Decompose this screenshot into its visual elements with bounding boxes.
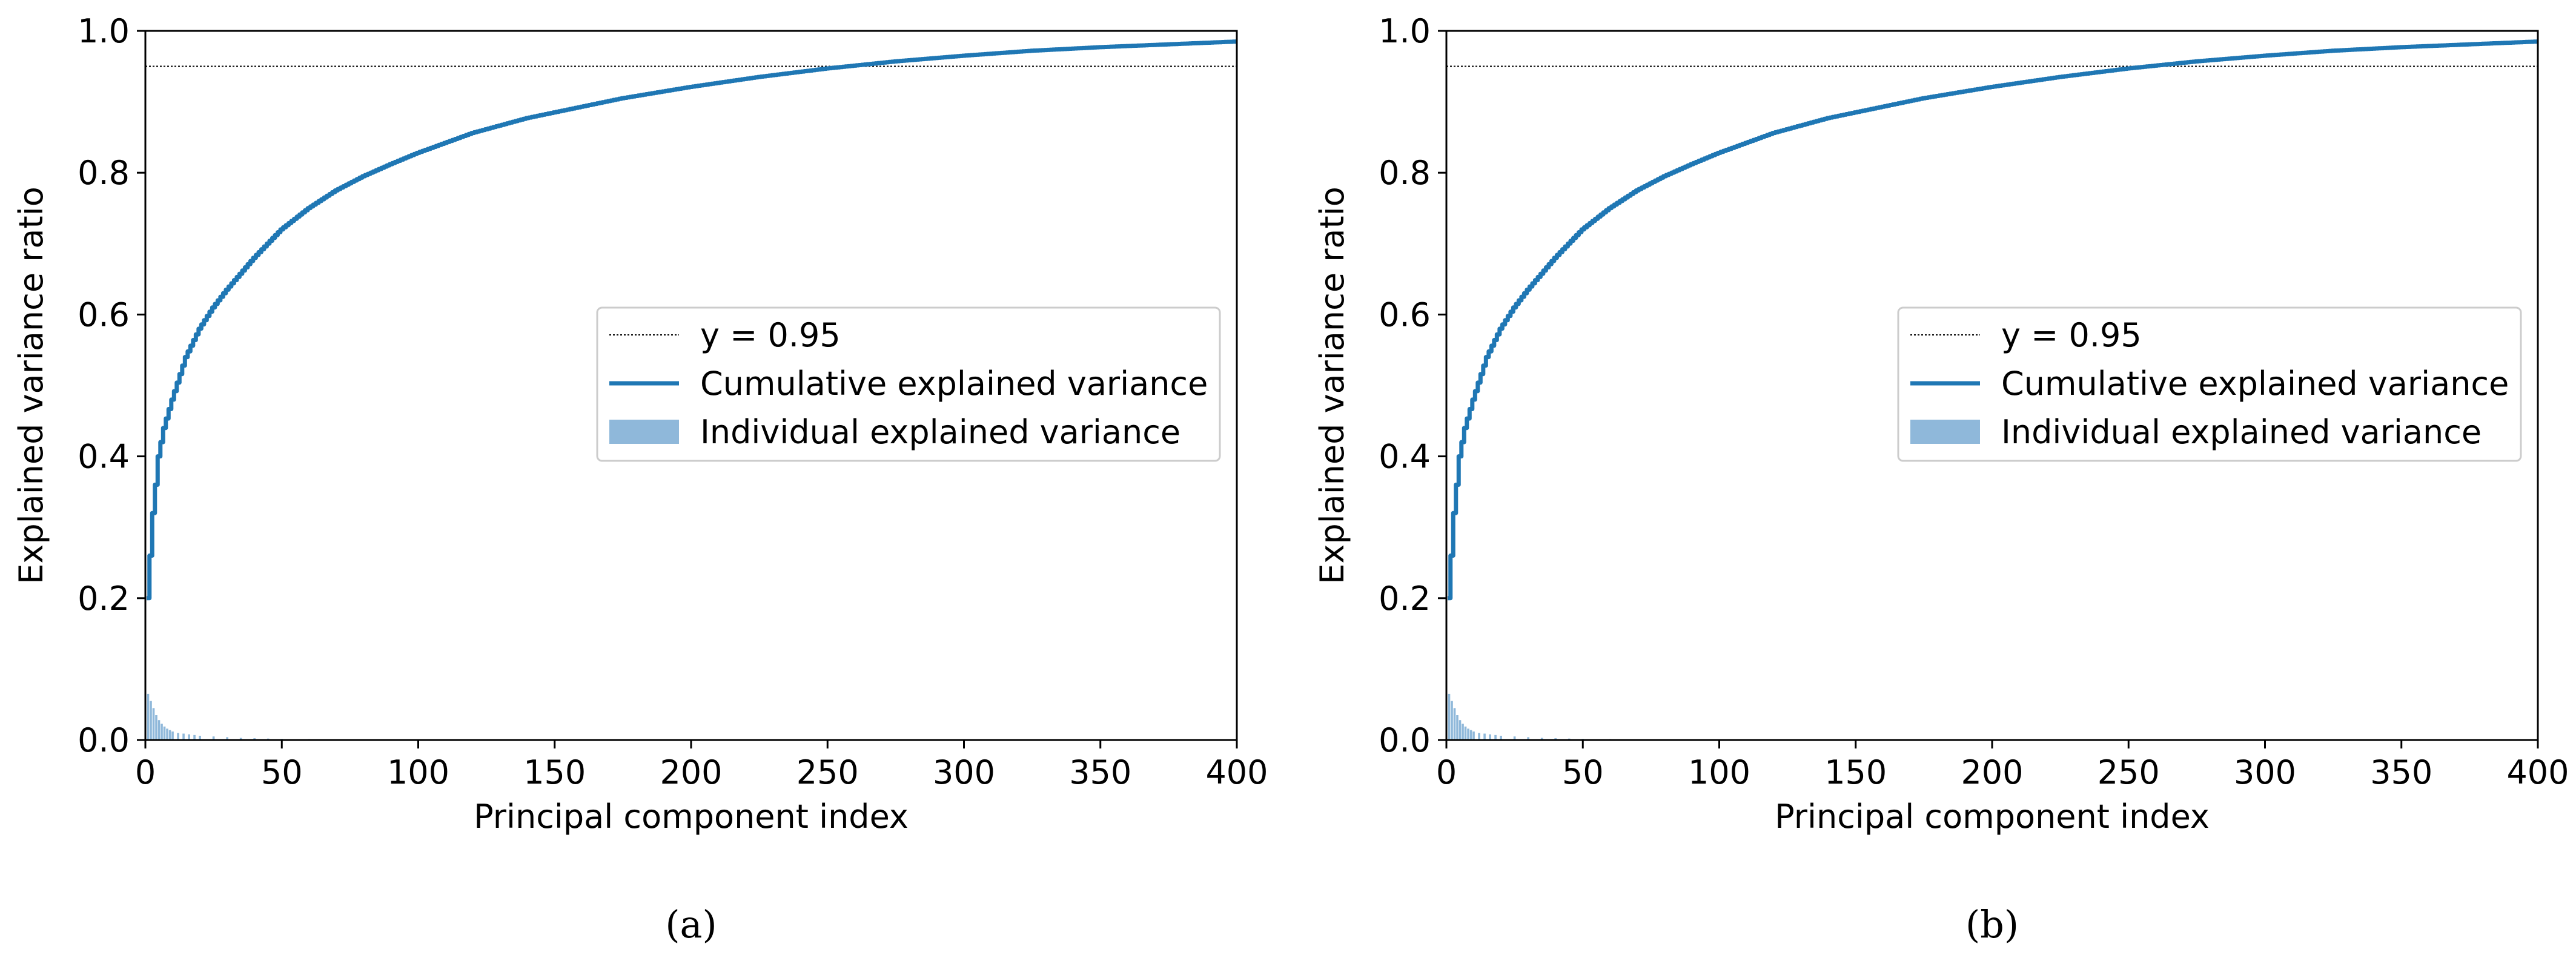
x-tick-label: 50 [261,753,303,791]
x-axis-ticks: 0 50 100 150 200 250 300 350 400 [135,740,1268,791]
x-tick-label: 0 [1436,753,1457,791]
variance-bar [182,733,185,740]
variance-bar [1478,733,1480,740]
x-tick-label: 0 [135,753,156,791]
legend-label-individual: Individual explained variance [700,413,1180,451]
y-tick-label: 1.0 [1379,12,1431,50]
x-tick-label: 350 [1069,753,1131,791]
variance-bar [166,728,168,740]
variance-bar [150,701,152,740]
variance-bar [199,735,201,740]
x-tick-label: 400 [2506,753,2569,791]
x-tick-label: 100 [1688,753,1750,791]
individual-variance-bars [1448,693,2539,740]
legend-label-cumulative: Cumulative explained variance [2001,365,2509,403]
x-axis-ticks: 0 50 100 150 200 250 300 350 400 [1436,740,2569,791]
y-tick-label: 0.8 [1379,154,1431,192]
legend-label-cumulative: Cumulative explained variance [700,365,1208,403]
y-tick-label: 0.4 [78,438,130,476]
variance-bar [188,734,190,740]
variance-bar [1494,735,1497,740]
x-tick-label: 400 [1205,753,1268,791]
variance-bar [171,731,174,740]
panel-caption: (a) [665,902,717,946]
variance-bar [1467,728,1469,740]
panel-b: 0 50 100 150 200 250 300 350 400 0.0 0.2 0.4 0.6 0.8… [1313,12,2569,946]
y-tick-label: 0.0 [1379,721,1431,759]
variance-bar [1453,708,1456,740]
legend: y = 0.95 Cumulative explained variance I… [596,306,1221,462]
y-tick-label: 1.0 [78,12,130,50]
y-tick-label: 0.2 [78,580,130,618]
variance-bar [147,693,150,740]
x-tick-label: 350 [2370,753,2432,791]
variance-bar [161,724,163,740]
variance-bar [1472,731,1475,740]
legend-label-threshold: y = 0.95 [2001,316,2142,354]
variance-bar [1451,701,1453,740]
x-tick-label: 150 [523,753,586,791]
y-axis-label: Explained variance ratio [1313,187,1351,584]
x-tick-label: 150 [1824,753,1887,791]
cumulative-variance-line [147,39,1238,601]
x-tick-label: 300 [933,753,995,791]
cumulative-variance-line [1448,39,2539,601]
variance-bar [1540,738,1543,740]
variance-bar [155,715,157,740]
legend-individual-handle [1910,420,1980,444]
legend-individual-handle [609,420,679,444]
variance-bar [177,733,179,740]
variance-bar [1469,730,1472,740]
variance-bar [1464,726,1467,740]
y-axis-ticks: 0.0 0.2 0.4 0.6 0.8 1.0 [1379,12,1446,759]
x-tick-label: 50 [1562,753,1604,791]
variance-bar [163,726,166,740]
variance-bar [1448,693,1451,740]
variance-bar [226,737,228,740]
y-tick-label: 0.8 [78,154,130,192]
variance-bar [1456,715,1459,740]
y-tick-label: 0.0 [78,721,130,759]
x-tick-label: 100 [387,753,449,791]
y-tick-label: 0.6 [78,296,130,334]
x-axis-label: Principal component index [474,798,909,836]
y-tick-label: 0.6 [1379,296,1431,334]
variance-bar [168,730,171,740]
variance-bar [239,738,242,740]
legend-box [596,306,1221,462]
legend-box [1897,306,2522,462]
variance-bar [1462,724,1464,740]
y-axis-label: Explained variance ratio [12,187,50,584]
y-tick-label: 0.4 [1379,438,1431,476]
x-tick-label: 200 [660,753,722,791]
x-axis-label: Principal component index [1775,798,2210,836]
x-tick-label: 250 [2098,753,2160,791]
variance-bar [157,720,161,740]
variance-bar [1513,736,1516,740]
variance-bar [212,736,215,740]
variance-bar [1483,733,1486,740]
legend: y = 0.95 Cumulative explained variance I… [1897,306,2522,462]
panel-a: 0 50 100 150 200 250 300 350 400 0.0 0.2 0.4 0.6 0.8… [12,12,1268,946]
variance-bar [1489,734,1491,740]
variance-bar [152,708,155,740]
legend-label-threshold: y = 0.95 [700,316,841,354]
panel-caption: (b) [1965,902,2019,946]
variance-bar [193,735,196,740]
x-tick-label: 300 [2234,753,2296,791]
variance-bar [1500,735,1502,740]
y-tick-label: 0.2 [1379,580,1431,618]
variance-bar [1459,720,1462,740]
variance-bar [1527,737,1529,740]
legend-label-individual: Individual explained variance [2001,413,2482,451]
y-axis-ticks: 0.0 0.2 0.4 0.6 0.8 1.0 [78,12,145,759]
x-tick-label: 250 [796,753,859,791]
x-tick-label: 200 [1961,753,2023,791]
